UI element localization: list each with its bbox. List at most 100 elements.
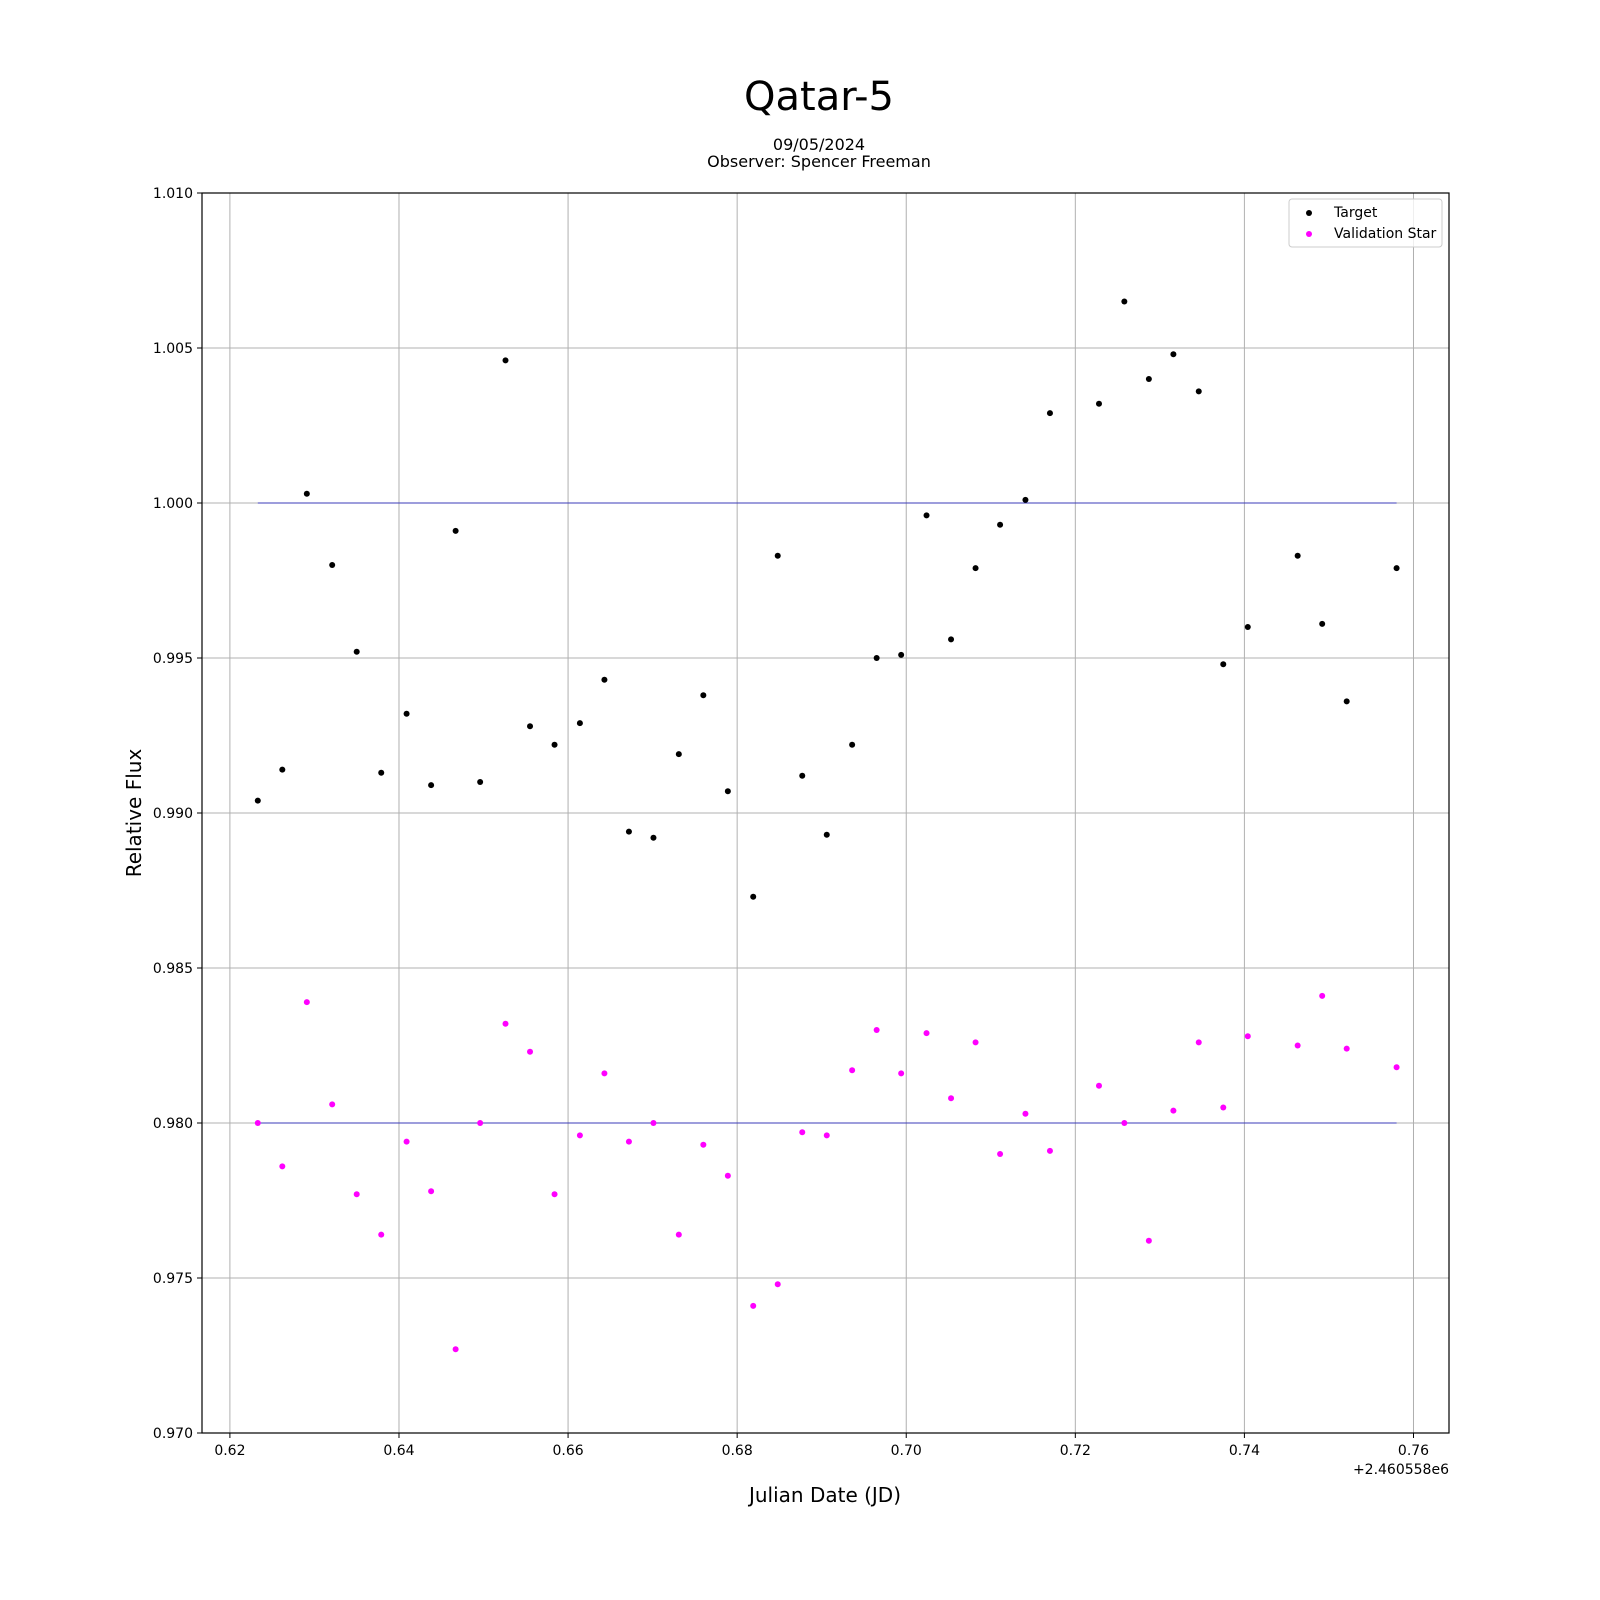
x-tick-label: 0.64 bbox=[383, 1443, 414, 1459]
x-tick-label: 0.72 bbox=[1060, 1443, 1091, 1459]
validation-star-point bbox=[1095, 1082, 1102, 1089]
y-tick-label: 0.995 bbox=[153, 651, 193, 667]
x-tick-label: 0.74 bbox=[1229, 1443, 1260, 1459]
validation-star-point bbox=[823, 1132, 830, 1139]
target-point bbox=[1046, 410, 1053, 417]
validation-star-point bbox=[1393, 1064, 1400, 1071]
target-point bbox=[948, 636, 955, 643]
target-point bbox=[279, 766, 286, 773]
validation-star-point bbox=[625, 1138, 632, 1145]
x-tick-label: 0.76 bbox=[1398, 1443, 1429, 1459]
target-point bbox=[1195, 388, 1202, 395]
validation-star-point bbox=[1319, 992, 1326, 999]
validation-star-point bbox=[279, 1163, 286, 1170]
validation-star-point bbox=[1220, 1104, 1227, 1111]
validation-star-point bbox=[650, 1120, 657, 1126]
y-tick-label: 0.975 bbox=[153, 1271, 193, 1287]
validation-star-point bbox=[353, 1191, 360, 1198]
target-point bbox=[1343, 698, 1350, 705]
validation-star-point bbox=[378, 1231, 385, 1238]
validation-star-point bbox=[1121, 1120, 1128, 1126]
y-axis-title: Relative Flux bbox=[122, 749, 146, 878]
y-tick-label: 1.000 bbox=[153, 496, 193, 512]
validation-star-point bbox=[254, 1120, 261, 1126]
validation-star-point bbox=[527, 1048, 534, 1055]
target-point bbox=[650, 834, 657, 841]
target-point bbox=[452, 527, 459, 534]
chart-title: Qatar-5 bbox=[744, 74, 894, 120]
x-tick-label: 0.68 bbox=[722, 1443, 753, 1459]
y-tick-label: 1.005 bbox=[153, 341, 193, 357]
validation-star-point bbox=[1294, 1042, 1301, 1049]
x-axis-offset-label: +2.460558e6 bbox=[1353, 1462, 1449, 1478]
y-tick-label: 0.990 bbox=[153, 806, 193, 822]
target-point bbox=[898, 651, 905, 658]
target-point bbox=[1319, 620, 1326, 627]
target-point bbox=[601, 676, 608, 683]
y-tick-label: 1.010 bbox=[153, 186, 193, 202]
y-axis-ticks: 0.970 0.975 0.980 0.985 0.990 0.995 1.000 1.005… bbox=[153, 186, 202, 1442]
target-point bbox=[774, 552, 781, 559]
target-point bbox=[799, 772, 806, 779]
validation-star-point bbox=[303, 999, 310, 1006]
validation-star-point bbox=[502, 1020, 509, 1027]
validation-star-point bbox=[1195, 1039, 1202, 1046]
validation-star-point bbox=[403, 1138, 410, 1145]
validation-star-point bbox=[724, 1172, 731, 1179]
target-point bbox=[1170, 351, 1177, 358]
validation-star-point bbox=[675, 1231, 682, 1238]
target-point bbox=[576, 720, 583, 727]
chart-subtitle-observer: Observer: Spencer Freeman bbox=[707, 152, 931, 171]
y-tick-label: 0.985 bbox=[153, 961, 193, 977]
target-point bbox=[750, 893, 757, 900]
validation-star-point bbox=[997, 1151, 1004, 1157]
validation-star-point bbox=[1244, 1033, 1251, 1040]
target-point bbox=[378, 769, 385, 776]
validation-star-point bbox=[1046, 1147, 1053, 1154]
x-tick-label: 0.66 bbox=[552, 1443, 583, 1459]
validation-star-point bbox=[601, 1070, 608, 1077]
validation-star-point bbox=[452, 1346, 459, 1353]
validation-star-point bbox=[1170, 1107, 1177, 1114]
validation-star-point bbox=[849, 1067, 856, 1074]
legend: Target Validation Star bbox=[1288, 198, 1443, 248]
target-point bbox=[551, 741, 558, 748]
y-tick-label: 0.980 bbox=[153, 1116, 193, 1132]
target-point bbox=[502, 357, 509, 364]
target-point bbox=[1145, 376, 1152, 382]
validation-star-point bbox=[428, 1188, 435, 1195]
x-tick-label: 0.70 bbox=[891, 1443, 922, 1459]
target-point bbox=[1022, 496, 1029, 503]
target-point bbox=[997, 521, 1004, 528]
target-point bbox=[1220, 661, 1227, 668]
legend-label-target: Target bbox=[1333, 205, 1378, 221]
legend-box bbox=[1288, 198, 1443, 248]
target-point bbox=[1244, 624, 1251, 630]
data-points bbox=[254, 298, 1400, 1353]
y-tick-label: 0.970 bbox=[153, 1426, 193, 1442]
legend-marker-validation-star bbox=[1306, 231, 1312, 237]
target-point bbox=[527, 723, 534, 730]
validation-star-point bbox=[551, 1191, 558, 1198]
validation-star-point bbox=[1145, 1237, 1152, 1244]
target-point bbox=[329, 562, 336, 568]
target-point bbox=[823, 831, 830, 838]
legend-label-validation-star: Validation Star bbox=[1334, 226, 1437, 242]
validation-star-point bbox=[948, 1095, 955, 1102]
validation-star-point bbox=[329, 1101, 336, 1108]
target-point bbox=[923, 512, 930, 519]
target-point bbox=[873, 655, 880, 661]
target-point bbox=[353, 648, 360, 655]
target-point bbox=[724, 788, 731, 795]
target-point bbox=[625, 828, 632, 835]
reference-lines bbox=[257, 502, 1397, 1124]
validation-star-point bbox=[1343, 1045, 1350, 1052]
target-point bbox=[1095, 400, 1102, 407]
chart-subtitle-date: 09/05/2024 bbox=[773, 135, 865, 154]
validation-star-point bbox=[898, 1070, 905, 1077]
target-point bbox=[303, 490, 310, 497]
validation-star-point bbox=[923, 1030, 930, 1037]
target-point bbox=[1393, 565, 1400, 572]
